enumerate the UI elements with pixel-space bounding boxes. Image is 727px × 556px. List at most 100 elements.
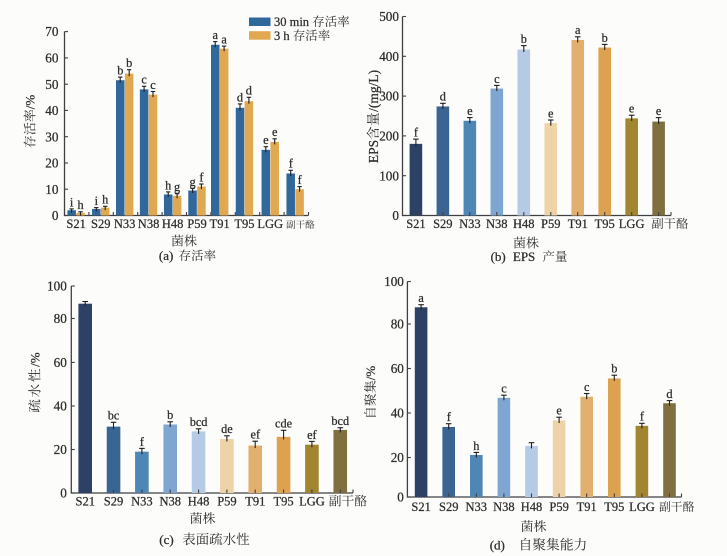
svg-text:f: f (414, 126, 419, 140)
svg-text:d: d (666, 387, 672, 401)
svg-text:T91: T91 (577, 500, 597, 514)
svg-text:c: c (501, 382, 507, 396)
svg-text:b: b (611, 362, 617, 376)
svg-text:/%: /% (363, 366, 378, 381)
svg-text:30: 30 (45, 129, 59, 144)
svg-text:N33: N33 (131, 495, 153, 509)
svg-text:S21: S21 (76, 495, 95, 509)
svg-text:N33: N33 (114, 217, 136, 231)
svg-text:/(mg/L): /(mg/L) (366, 70, 381, 112)
svg-text:H48: H48 (513, 217, 535, 231)
svg-text:100: 100 (384, 274, 404, 289)
svg-text:3: 3 (274, 29, 280, 43)
svg-text:(c): (c) (159, 532, 173, 547)
svg-text:f: f (640, 410, 645, 424)
svg-text:bcd: bcd (331, 414, 349, 428)
svg-text:g: g (174, 180, 180, 194)
svg-text:f: f (447, 410, 452, 424)
svg-text:T91: T91 (210, 217, 230, 231)
svg-text:d: d (246, 84, 252, 98)
svg-text:H48: H48 (188, 495, 210, 509)
svg-text:500: 500 (379, 9, 399, 24)
svg-text:100: 100 (47, 279, 67, 294)
svg-text:LGG: LGG (257, 217, 283, 231)
svg-text:S29: S29 (433, 217, 452, 231)
svg-text:S29: S29 (439, 500, 458, 514)
svg-text:f: f (289, 157, 294, 171)
svg-text:h: h (165, 178, 171, 192)
svg-text:(b): (b) (491, 249, 506, 264)
svg-text:bc: bc (108, 409, 120, 423)
svg-text:P59: P59 (541, 217, 560, 231)
svg-text:N38: N38 (493, 500, 515, 514)
svg-text:h: h (473, 439, 479, 453)
svg-text:T91: T91 (245, 495, 265, 509)
svg-text:f: f (140, 435, 145, 449)
svg-text:30: 30 (274, 15, 287, 29)
svg-text:S29: S29 (104, 495, 123, 509)
svg-text:cde: cde (275, 417, 293, 431)
svg-text:c: c (584, 380, 590, 394)
svg-text:a: a (575, 23, 581, 37)
svg-text:H48: H48 (521, 500, 543, 514)
svg-text:40: 40 (45, 103, 59, 118)
svg-text:EPS: EPS (366, 140, 381, 163)
svg-text:f: f (199, 170, 204, 184)
svg-text:i: i (70, 195, 74, 209)
svg-text:300: 300 (379, 89, 399, 104)
svg-text:LGG: LGG (629, 500, 655, 514)
svg-text:e: e (556, 404, 562, 418)
svg-text:0: 0 (397, 490, 404, 505)
svg-text:0: 0 (52, 208, 59, 223)
svg-text:e: e (656, 104, 662, 118)
svg-text:h: h (283, 29, 290, 43)
svg-text:EPS: EPS (513, 249, 535, 264)
svg-text:a: a (221, 33, 227, 47)
svg-text:40: 40 (391, 406, 405, 421)
svg-text:/%: /% (23, 95, 38, 110)
svg-text:T95: T95 (274, 495, 294, 509)
svg-text:S21: S21 (66, 217, 85, 231)
svg-text:20: 20 (54, 442, 68, 457)
svg-text:N38: N38 (486, 217, 508, 231)
svg-text:80: 80 (54, 311, 68, 326)
svg-text:400: 400 (379, 49, 399, 64)
svg-text:b: b (117, 64, 123, 78)
svg-text:e: e (548, 106, 554, 120)
svg-text:ef: ef (251, 428, 261, 442)
svg-text:(d): (d) (490, 538, 505, 553)
svg-text:N38: N38 (160, 495, 182, 509)
svg-text:i: i (95, 194, 99, 208)
svg-text:70: 70 (45, 24, 59, 39)
svg-text:b: b (602, 31, 608, 45)
svg-text:c: c (141, 73, 147, 87)
svg-text:T91: T91 (568, 217, 588, 231)
svg-text:LGG: LGG (299, 495, 325, 509)
svg-text:h: h (102, 193, 108, 207)
svg-text:c: c (494, 72, 500, 86)
svg-text:de: de (221, 422, 233, 436)
svg-text:e: e (629, 102, 635, 116)
svg-text:P59: P59 (217, 495, 236, 509)
svg-text:e: e (467, 104, 473, 118)
svg-text:d: d (440, 90, 446, 104)
svg-text:a: a (213, 28, 219, 42)
svg-text:min: min (290, 15, 310, 29)
svg-text:200: 200 (379, 129, 399, 144)
svg-text:T95: T95 (595, 217, 615, 231)
svg-text:S21: S21 (406, 217, 425, 231)
svg-text:bcd: bcd (190, 415, 208, 429)
svg-text:T95: T95 (234, 217, 254, 231)
svg-text:0: 0 (60, 486, 67, 501)
svg-text:/%: /% (28, 352, 43, 367)
svg-text:h: h (78, 198, 84, 212)
svg-text:S29: S29 (91, 217, 110, 231)
svg-text:e: e (263, 133, 269, 147)
svg-text:S21: S21 (411, 500, 430, 514)
svg-text:b: b (126, 56, 132, 70)
svg-text:H48: H48 (162, 217, 184, 231)
svg-text:P59: P59 (549, 500, 568, 514)
svg-text:f: f (298, 173, 303, 187)
svg-text:10: 10 (45, 182, 59, 197)
svg-text:(a): (a) (159, 248, 173, 263)
